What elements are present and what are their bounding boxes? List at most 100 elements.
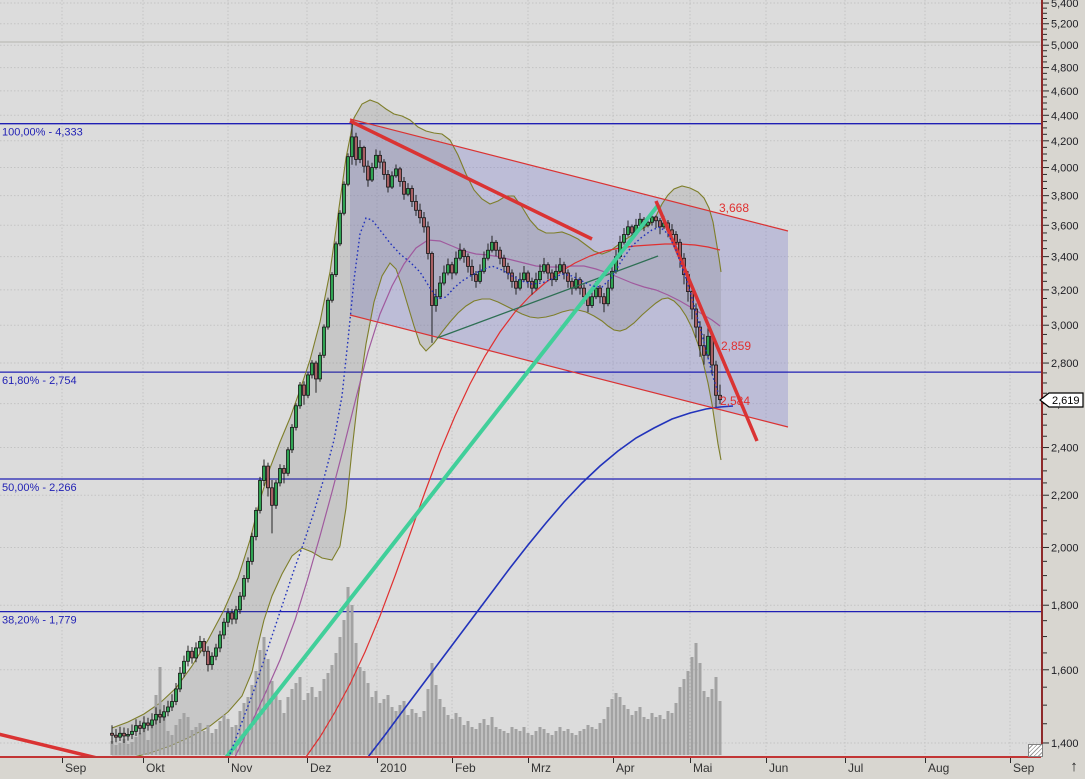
candle-body bbox=[246, 560, 250, 579]
candle-body bbox=[382, 161, 386, 175]
candle-body bbox=[466, 256, 470, 267]
volume-bar bbox=[702, 691, 706, 755]
volume-bar bbox=[138, 733, 142, 755]
volume-bar bbox=[174, 725, 178, 755]
candle-body bbox=[494, 241, 498, 251]
candle-body bbox=[394, 168, 398, 177]
volume-bar bbox=[514, 729, 518, 755]
volume-bar bbox=[126, 744, 130, 755]
volume-bar bbox=[210, 733, 214, 755]
candle-body bbox=[242, 578, 246, 597]
scroll-up-icon[interactable]: ↑ bbox=[1070, 758, 1078, 775]
channel-lower-line bbox=[349, 314, 789, 428]
candle-body bbox=[574, 279, 578, 289]
candle-body bbox=[414, 201, 418, 211]
axis-corner bbox=[1043, 756, 1085, 779]
volume-layer bbox=[110, 587, 722, 755]
volume-bar bbox=[378, 703, 382, 755]
candle-body bbox=[522, 272, 526, 281]
blue-ma-line bbox=[367, 405, 734, 756]
volume-bar bbox=[294, 683, 298, 755]
candle-body bbox=[478, 270, 482, 282]
candle-body bbox=[398, 168, 402, 182]
volume-bar bbox=[530, 735, 534, 755]
volume-bar bbox=[406, 715, 410, 755]
candle-body bbox=[558, 264, 562, 272]
candle-body bbox=[470, 265, 474, 276]
volume-bar bbox=[366, 683, 370, 755]
plot-svg[interactable]: 100,00% - 4,333 61,80% - 2,754 50,00% - 2,… bbox=[0, 0, 1041, 756]
candle-body bbox=[258, 480, 262, 511]
volume-bar bbox=[666, 711, 670, 755]
volume-bar bbox=[418, 717, 422, 755]
candle-body bbox=[282, 468, 286, 474]
resize-grip-icon[interactable] bbox=[1028, 744, 1043, 757]
y-axis-label: 2,200 bbox=[1051, 490, 1079, 502]
price-axis[interactable]: 1,4001,6001,8002,0002,2002,4002,6002,800… bbox=[1041, 0, 1085, 756]
candle-body bbox=[566, 272, 570, 282]
volume-bar bbox=[510, 727, 514, 755]
y-axis-label: 5,200 bbox=[1051, 19, 1079, 31]
dotted-blue-indicator bbox=[229, 217, 719, 755]
volume-bar bbox=[222, 715, 226, 755]
volume-bar bbox=[194, 727, 198, 755]
candle-body bbox=[438, 282, 442, 298]
time-axis[interactable]: Sep Okt Nov Dez 2010 Feb Mrz Apr Mai Jun Jul Aug Sep bbox=[0, 756, 1041, 779]
fibonacci-label: 38,20% - 1,779 bbox=[2, 615, 77, 627]
candle-body bbox=[378, 154, 382, 163]
volume-bar bbox=[538, 727, 542, 755]
volume-bar bbox=[322, 679, 326, 755]
volume-bar bbox=[454, 713, 458, 755]
volume-bar bbox=[238, 711, 242, 755]
y-axis-label: 1,400 bbox=[1051, 738, 1079, 750]
volume-bar bbox=[442, 707, 446, 755]
candle-body bbox=[446, 264, 450, 274]
candle-body bbox=[138, 725, 142, 729]
volume-bar bbox=[346, 587, 350, 755]
candle-body bbox=[302, 384, 306, 396]
candle-body bbox=[486, 249, 490, 259]
candle-body bbox=[150, 719, 154, 726]
candle-body bbox=[434, 296, 438, 306]
x-axis-tick bbox=[452, 758, 453, 763]
volume-bar bbox=[246, 697, 250, 755]
candle-body bbox=[238, 595, 242, 611]
volume-bar bbox=[714, 677, 718, 755]
volume-bar bbox=[718, 701, 722, 755]
candle-body bbox=[374, 154, 378, 168]
volume-bar bbox=[402, 701, 406, 755]
volume-bar bbox=[682, 679, 686, 755]
candle-body bbox=[498, 249, 502, 259]
fibonacci-label: 100,00% - 4,333 bbox=[2, 127, 83, 139]
candle-body bbox=[314, 362, 318, 380]
candle-body bbox=[338, 212, 342, 245]
volume-bar bbox=[202, 731, 206, 755]
volume-bar bbox=[386, 695, 390, 755]
volume-bar bbox=[170, 735, 174, 755]
candle-body bbox=[442, 272, 446, 284]
volume-bar bbox=[558, 727, 562, 755]
x-axis-tick bbox=[528, 758, 529, 763]
volume-bar bbox=[422, 711, 426, 755]
volume-bar bbox=[242, 703, 246, 755]
volume-bar bbox=[182, 713, 186, 755]
candle-body bbox=[646, 221, 650, 226]
candle-body bbox=[226, 612, 230, 623]
candle-body bbox=[266, 465, 270, 489]
x-axis-tick bbox=[925, 758, 926, 763]
volume-bar bbox=[130, 742, 134, 755]
volume-bar bbox=[218, 721, 222, 755]
volume-bar bbox=[614, 693, 618, 755]
x-axis-tick bbox=[228, 758, 229, 763]
candle-body bbox=[482, 257, 486, 272]
y-axis-label: 4,600 bbox=[1051, 86, 1079, 98]
x-axis-label: 2010 bbox=[380, 761, 407, 775]
price-axis-svg: 1,4001,6001,8002,0002,2002,4002,6002,800… bbox=[1043, 0, 1079, 750]
y-axis-label: 2,800 bbox=[1051, 358, 1079, 370]
x-axis-tick bbox=[143, 758, 144, 763]
price-chart-plot[interactable]: 100,00% - 4,333 61,80% - 2,754 50,00% - 2,… bbox=[0, 0, 1041, 756]
volume-bar bbox=[430, 663, 434, 755]
volume-bar bbox=[478, 723, 482, 755]
volume-bar bbox=[570, 733, 574, 755]
volume-bar bbox=[706, 697, 710, 755]
